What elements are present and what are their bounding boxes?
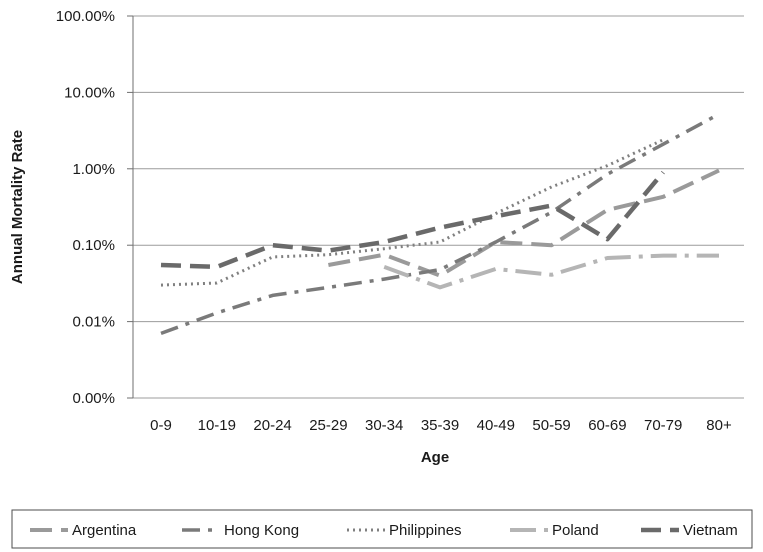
y-tick-label: 100.00%: [56, 8, 115, 25]
x-tick-label: 40-49: [477, 417, 515, 434]
x-tick-label: 70-79: [644, 417, 682, 434]
series-line-argentina: [328, 168, 720, 278]
y-tick-label: 0.00%: [72, 390, 115, 407]
y-tick-label: 0.10%: [72, 237, 115, 254]
x-tick-label: 30-34: [365, 417, 403, 434]
x-tick-label: 35-39: [421, 417, 459, 434]
x-tick-label: 0-9: [150, 417, 172, 434]
series-lines: [160, 112, 720, 336]
x-axis-title: Age: [421, 449, 449, 466]
legend-box: [11, 509, 753, 549]
x-tick-label: 25-29: [309, 417, 347, 434]
series-line-philippines: [160, 138, 664, 287]
legend-label: Poland: [552, 522, 599, 539]
y-axis-title: Annual Mortality Rate: [9, 130, 26, 284]
legend-label: Vietnam: [683, 522, 738, 539]
legend-label: Philippines: [389, 522, 462, 539]
legend-label: Argentina: [72, 522, 137, 539]
x-tick-label: 60-69: [588, 417, 626, 434]
series-line-hong-kong: [160, 112, 720, 336]
legend-label: Hong Kong: [224, 522, 299, 539]
legend: Argentina Hong Kong Philippines Poland Vietn…: [30, 522, 738, 539]
y-tick-label: 10.00%: [64, 84, 115, 101]
y-tick-label: 0.01%: [72, 314, 115, 331]
x-tick-label: 10-19: [198, 417, 236, 434]
grid-lines: [127, 15, 744, 399]
y-tick-label: 1.00%: [72, 161, 115, 178]
x-tick-label: 20-24: [253, 417, 291, 434]
x-tick-label: 50-59: [532, 417, 570, 434]
x-tick-label: 80+: [706, 417, 732, 434]
y-tick-labels: 0.00% 0.01% 0.10% 1.00% 10.00% 100.00%: [56, 8, 115, 407]
series-line-poland: [383, 253, 719, 290]
x-tick-labels: 0-9 10-19 20-24 25-29 30-34 35-39 40-49 50-59 60…: [150, 417, 732, 434]
